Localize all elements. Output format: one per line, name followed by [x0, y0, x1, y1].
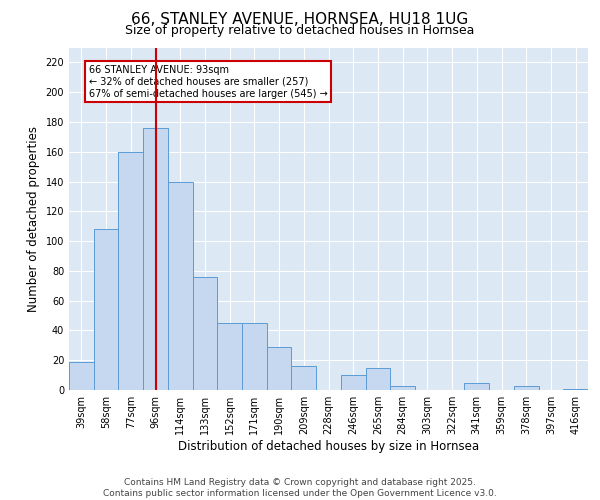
Bar — [193, 277, 217, 390]
Bar — [267, 347, 292, 390]
X-axis label: Distribution of detached houses by size in Hornsea: Distribution of detached houses by size … — [178, 440, 479, 453]
Bar — [390, 386, 415, 390]
Bar — [118, 152, 143, 390]
Text: Contains HM Land Registry data © Crown copyright and database right 2025.
Contai: Contains HM Land Registry data © Crown c… — [103, 478, 497, 498]
Bar — [365, 368, 390, 390]
Bar — [514, 386, 539, 390]
Bar — [242, 323, 267, 390]
Bar — [168, 182, 193, 390]
Bar — [292, 366, 316, 390]
Text: 66 STANLEY AVENUE: 93sqm
← 32% of detached houses are smaller (257)
67% of semi-: 66 STANLEY AVENUE: 93sqm ← 32% of detach… — [89, 66, 328, 98]
Bar — [341, 375, 365, 390]
Y-axis label: Number of detached properties: Number of detached properties — [27, 126, 40, 312]
Text: Size of property relative to detached houses in Hornsea: Size of property relative to detached ho… — [125, 24, 475, 37]
Bar — [563, 388, 588, 390]
Bar — [94, 229, 118, 390]
Bar — [143, 128, 168, 390]
Bar — [464, 382, 489, 390]
Bar — [69, 362, 94, 390]
Bar — [217, 323, 242, 390]
Text: 66, STANLEY AVENUE, HORNSEA, HU18 1UG: 66, STANLEY AVENUE, HORNSEA, HU18 1UG — [131, 12, 469, 28]
